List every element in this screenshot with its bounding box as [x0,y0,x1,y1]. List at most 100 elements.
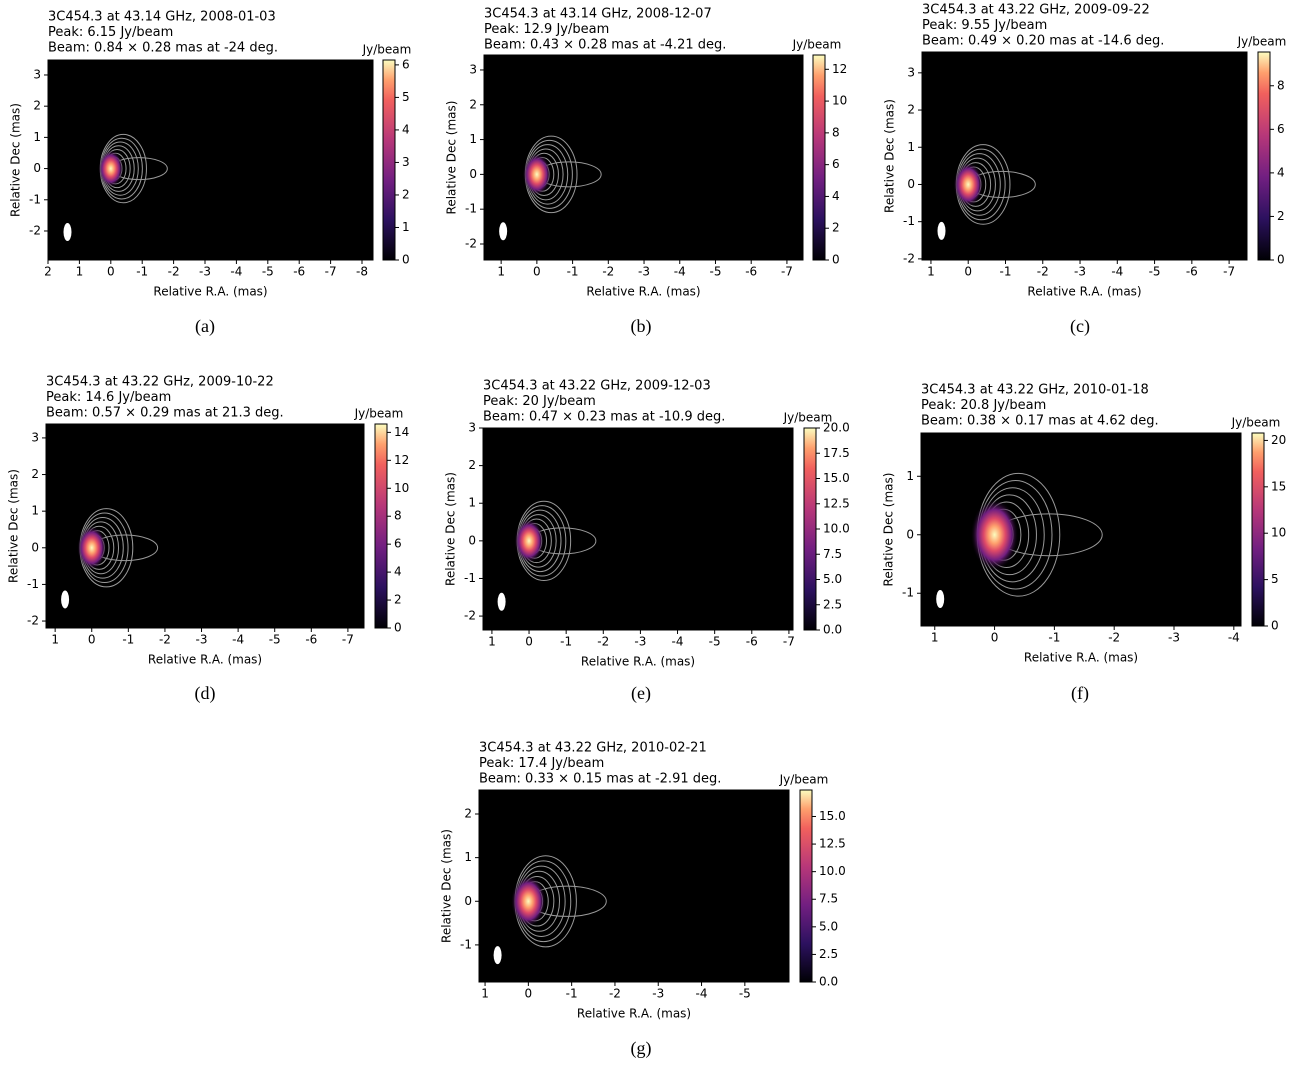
core [522,152,552,196]
x-tick-label: 1 [76,265,84,279]
y-tick-label: 3 [468,421,476,435]
y-tick-label: 3 [469,62,477,76]
colorbar-tick-label: 15.0 [823,471,850,485]
x-tick-label: 1 [488,635,496,649]
colorbar-tick-label: 10 [394,481,409,495]
axes-frame [920,432,1242,627]
x-axis-label: Relative R.A. (mas) [1027,285,1141,299]
colorbar-tick-label: 6 [394,537,402,551]
x-tick-label: 0 [107,265,115,279]
colorbar-tick-label: 8 [394,509,402,523]
colorbar-label: Jy/beam [792,38,842,52]
x-tick-label: -2 [1108,631,1120,645]
colorbar-tick-label: 6 [832,157,840,171]
colorbar-tick-label: 2.5 [823,597,842,611]
colorbar-tick-label: 10.0 [819,864,846,878]
caption: (g) [631,1038,652,1059]
colorbar-tick-label: 2 [1277,209,1285,223]
x-tick-label: -3 [634,635,646,649]
y-tick-label: 0 [33,161,41,175]
colorbar-tick-label: 5 [402,90,410,104]
x-tick-label: -4 [232,633,244,647]
colorbar-tick-label: 17.5 [823,446,850,460]
x-tick-label: -7 [342,633,354,647]
y-axis-label: Relative Dec (mas) [445,101,459,215]
x-tick-label: -7 [783,635,795,649]
x-tick-label: 1 [497,265,505,279]
x-axis-label: Relative R.A. (mas) [586,285,700,299]
panel-title: 3C454.3 at 43.22 GHz, 2009-10-22 [46,375,274,390]
y-tick-label: 1 [906,469,914,483]
x-tick-label: -6 [293,265,305,279]
x-tick-label: -2 [159,633,171,647]
panel-title: Peak: 12.9 Jy/beam [484,22,609,37]
colorbar-tick-label: 0.0 [819,975,838,989]
core [970,498,1019,571]
y-tick-label: 0 [906,527,914,541]
caption: (e) [631,683,651,704]
x-tick-label: -7 [781,265,793,279]
colorbar [812,54,826,261]
colorbar [803,427,817,631]
x-tick-label: -5 [262,265,274,279]
colorbar-tick-label: 2 [402,187,410,201]
colorbar-tick-label: 12.5 [819,837,846,851]
axes-frame [45,423,365,629]
x-tick-label: -5 [269,633,281,647]
axes-frame [482,427,794,631]
colorbar-tick-label: 2 [832,221,840,235]
y-tick-label: -2 [903,251,915,265]
colorbar-tick-label: 5.0 [823,572,842,586]
x-axis-label: Relative R.A. (mas) [577,1007,691,1021]
y-tick-label: 1 [468,496,476,510]
x-tick-label: -1 [566,987,578,1001]
x-tick-label: 1 [931,631,939,645]
y-axis-label: Relative Dec (mas) [444,472,458,586]
panel-title: Beam: 0.38 × 0.17 mas at 4.62 deg. [921,414,1159,429]
image-background [922,52,1247,260]
colorbar-tick-label: 7.5 [819,892,838,906]
y-tick-label: 2 [907,103,915,117]
colorbar-tick-label: 4 [394,565,402,579]
x-axis-label: Relative R.A. (mas) [1024,651,1138,665]
y-tick-label: -1 [465,202,477,216]
y-axis-label: Relative Dec (mas) [9,103,23,217]
x-tick-label: -2 [1037,265,1049,279]
x-tick-label: 0 [525,987,533,1001]
caption: (b) [631,316,652,337]
image [936,472,1103,608]
x-tick-label: -5 [739,987,751,1001]
x-tick-label: -8 [356,265,368,279]
x-tick-label: -2 [602,265,614,279]
x-tick-label: -4 [696,987,708,1001]
colorbar-label: Jy/beam [1231,416,1281,430]
x-tick-label: -4 [230,265,242,279]
x-tick-label: 0 [525,635,533,649]
x-tick-label: -1 [136,265,148,279]
panel-title: Beam: 0.47 × 0.23 mas at -10.9 deg. [483,410,725,425]
panel-title: Peak: 20 Jy/beam [483,394,596,409]
colorbar-label: Jy/beam [779,773,829,787]
x-tick-label: -4 [672,635,684,649]
core [953,162,984,207]
colorbar-tick-label: 0 [1277,253,1285,267]
y-tick-label: 0 [907,177,915,191]
caption: (a) [195,316,215,337]
x-tick-label: -2 [168,265,180,279]
y-tick-label: 0 [31,540,39,554]
y-axis-label: Relative Dec (mas) [440,829,454,943]
y-tick-label: -1 [902,586,914,600]
x-tick-label: -7 [1223,265,1235,279]
y-tick-label: -1 [464,571,476,585]
panel-title: Peak: 17.4 Jy/beam [479,756,604,771]
x-tick-label: -6 [745,265,757,279]
y-tick-label: -1 [27,577,39,591]
colorbar-tick-label: 4 [832,189,840,203]
colorbar-tick-label: 4 [1277,165,1285,179]
colorbar-tick-label: 0.0 [823,623,842,637]
colorbar-tick-label: 0 [402,253,410,267]
colorbar-tick-label: 8 [1277,78,1285,92]
x-tick-label: -3 [1074,265,1086,279]
panel-title: 3C454.3 at 43.22 GHz, 2010-02-21 [479,741,707,756]
